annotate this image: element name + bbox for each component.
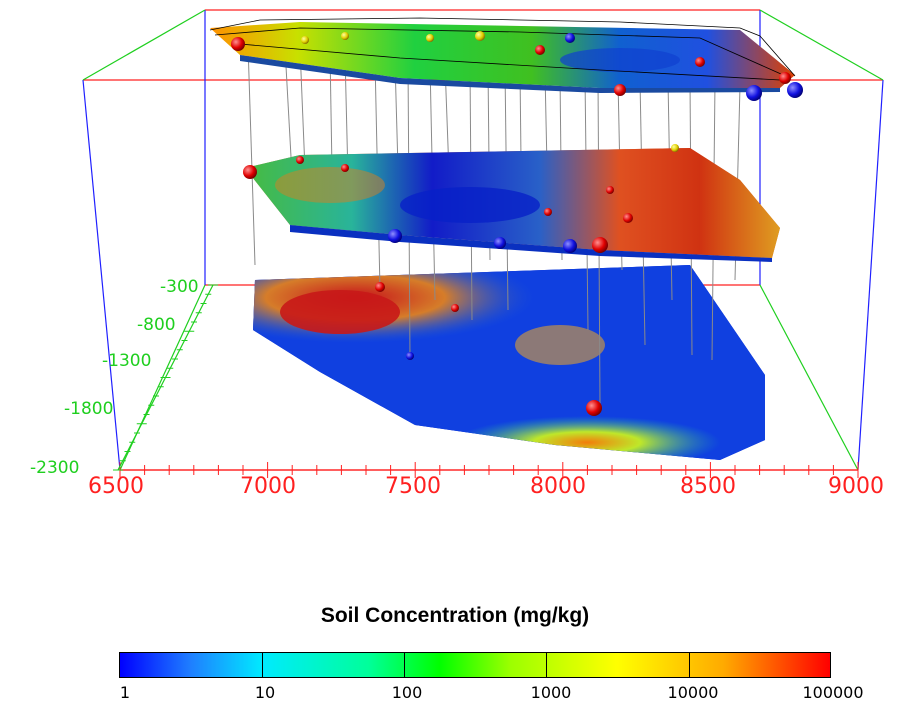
color-scale-label: 10 [254,683,276,702]
color-scale-tick [546,653,547,677]
bottom-layer [253,265,765,460]
z-axis: -300 -800 -1300 -1800 -2300 [30,277,218,478]
z-tick-label: -300 [160,277,199,297]
color-scale-label: 1 [119,683,131,702]
x-tick-label: 8500 [680,474,736,499]
z-tick-label: -2300 [30,458,79,478]
top-layer [209,17,796,93]
color-scale-tick [689,653,690,677]
z-tick-label: -1300 [102,351,151,371]
color-scale-bar [119,652,831,678]
legend-title: Soil Concentration (mg/kg) [320,604,590,627]
color-scale-label: 100 [391,683,423,702]
color-scale-tick [262,653,263,677]
middle-layer [245,148,780,262]
x-tick-label: 7500 [385,474,441,499]
x-axis: 6500 7000 7500 8000 8500 9000 [88,462,884,499]
x-tick-label: 6500 [88,474,144,499]
x-tick-label: 9000 [828,474,884,499]
sample-points [231,31,803,416]
z-tick-label: -800 [137,315,176,335]
z-tick-label: -1800 [64,399,113,419]
3d-scene: 6500 7000 7500 8000 8500 9000 -300 -800 … [30,9,884,499]
color-scale-tick [404,653,405,677]
x-tick-label: 8000 [530,474,586,499]
color-scale-label: 10000 [667,683,719,702]
color-scale-label: 1000 [530,683,572,702]
x-tick-label: 7000 [240,474,296,499]
color-scale-label: 100000 [802,683,864,702]
